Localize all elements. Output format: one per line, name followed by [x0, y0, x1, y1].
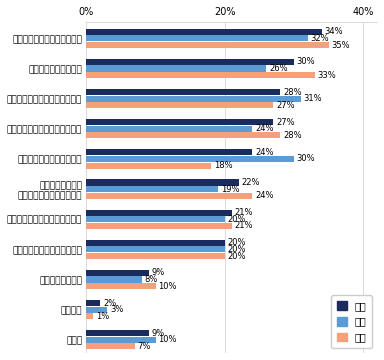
- Text: 8%: 8%: [144, 275, 158, 284]
- Legend: 全体, 男性, 女性: 全体, 男性, 女性: [331, 295, 372, 348]
- Bar: [86, 313, 93, 319]
- Text: 3%: 3%: [110, 305, 123, 314]
- Text: 10%: 10%: [158, 282, 177, 291]
- Bar: [86, 193, 252, 199]
- Text: 28%: 28%: [283, 131, 301, 140]
- Bar: [86, 72, 315, 78]
- Bar: [86, 149, 252, 156]
- Bar: [86, 156, 294, 162]
- Text: 27%: 27%: [276, 101, 295, 110]
- Text: 20%: 20%: [228, 245, 246, 254]
- Text: 33%: 33%: [318, 71, 336, 80]
- Text: 32%: 32%: [311, 34, 329, 43]
- Text: 34%: 34%: [324, 27, 343, 36]
- Bar: [86, 179, 238, 185]
- Bar: [86, 210, 232, 216]
- Text: 21%: 21%: [235, 208, 253, 217]
- Bar: [86, 35, 308, 41]
- Bar: [86, 330, 149, 336]
- Bar: [86, 240, 225, 246]
- Bar: [86, 59, 294, 65]
- Bar: [86, 246, 225, 252]
- Bar: [86, 307, 107, 313]
- Text: 18%: 18%: [214, 161, 232, 170]
- Text: 19%: 19%: [221, 185, 239, 194]
- Text: 30%: 30%: [297, 154, 315, 163]
- Bar: [86, 276, 142, 283]
- Text: 2%: 2%: [103, 298, 116, 307]
- Text: 22%: 22%: [242, 178, 260, 187]
- Bar: [86, 42, 329, 48]
- Text: 9%: 9%: [151, 269, 165, 278]
- Bar: [86, 337, 156, 343]
- Text: 7%: 7%: [137, 342, 151, 351]
- Bar: [86, 66, 266, 72]
- Text: 21%: 21%: [235, 221, 253, 230]
- Text: 31%: 31%: [304, 94, 322, 103]
- Bar: [86, 270, 149, 276]
- Bar: [86, 283, 156, 289]
- Bar: [86, 119, 273, 125]
- Bar: [86, 253, 225, 259]
- Bar: [86, 300, 100, 306]
- Text: 10%: 10%: [158, 335, 177, 344]
- Text: 20%: 20%: [228, 215, 246, 224]
- Text: 26%: 26%: [269, 64, 288, 73]
- Bar: [86, 102, 273, 108]
- Bar: [86, 132, 280, 139]
- Text: 35%: 35%: [331, 41, 350, 50]
- Text: 28%: 28%: [283, 87, 301, 96]
- Text: 20%: 20%: [228, 252, 246, 261]
- Text: 24%: 24%: [255, 124, 274, 133]
- Bar: [86, 89, 280, 95]
- Text: 9%: 9%: [151, 329, 165, 338]
- Text: 20%: 20%: [228, 238, 246, 247]
- Bar: [86, 162, 211, 168]
- Bar: [86, 186, 218, 192]
- Text: 24%: 24%: [255, 191, 274, 200]
- Bar: [86, 126, 252, 132]
- Bar: [86, 29, 322, 35]
- Text: 30%: 30%: [297, 57, 315, 66]
- Bar: [86, 343, 135, 350]
- Text: 1%: 1%: [96, 312, 109, 321]
- Bar: [86, 216, 225, 222]
- Text: 27%: 27%: [276, 118, 295, 127]
- Bar: [86, 96, 301, 102]
- Text: 24%: 24%: [255, 148, 274, 157]
- Bar: [86, 223, 232, 229]
